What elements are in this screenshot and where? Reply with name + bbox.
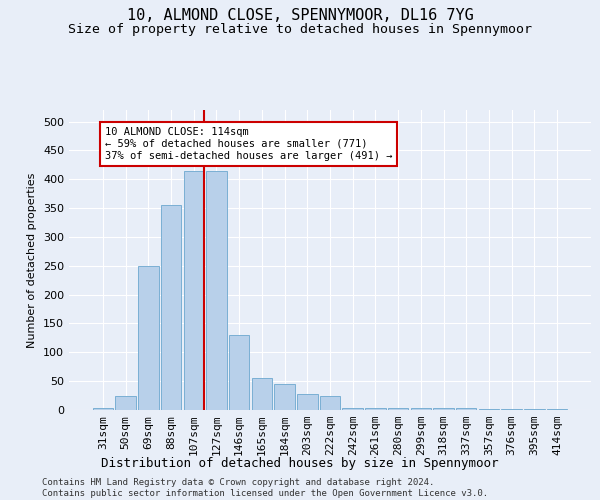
- Bar: [206, 170, 227, 410]
- Text: 10, ALMOND CLOSE, SPENNYMOOR, DL16 7YG: 10, ALMOND CLOSE, SPENNYMOOR, DL16 7YG: [127, 8, 473, 22]
- Bar: [479, 409, 499, 410]
- Bar: [251, 378, 272, 410]
- Text: Distribution of detached houses by size in Spennymoor: Distribution of detached houses by size …: [101, 458, 499, 470]
- Bar: [184, 170, 204, 410]
- Bar: [410, 408, 431, 410]
- Bar: [229, 335, 250, 410]
- Bar: [547, 409, 567, 410]
- Bar: [365, 408, 386, 410]
- Bar: [274, 384, 295, 410]
- Y-axis label: Number of detached properties: Number of detached properties: [28, 172, 37, 348]
- Bar: [343, 408, 363, 410]
- Text: Contains HM Land Registry data © Crown copyright and database right 2024.
Contai: Contains HM Land Registry data © Crown c…: [42, 478, 488, 498]
- Bar: [502, 409, 522, 410]
- Bar: [433, 408, 454, 410]
- Bar: [138, 266, 158, 410]
- Bar: [456, 408, 476, 410]
- Bar: [524, 409, 545, 410]
- Bar: [297, 394, 317, 410]
- Bar: [320, 396, 340, 410]
- Text: 10 ALMOND CLOSE: 114sqm
← 59% of detached houses are smaller (771)
37% of semi-d: 10 ALMOND CLOSE: 114sqm ← 59% of detache…: [105, 128, 392, 160]
- Bar: [93, 408, 113, 410]
- Bar: [115, 396, 136, 410]
- Bar: [388, 408, 409, 410]
- Text: Size of property relative to detached houses in Spennymoor: Size of property relative to detached ho…: [68, 22, 532, 36]
- Bar: [161, 205, 181, 410]
